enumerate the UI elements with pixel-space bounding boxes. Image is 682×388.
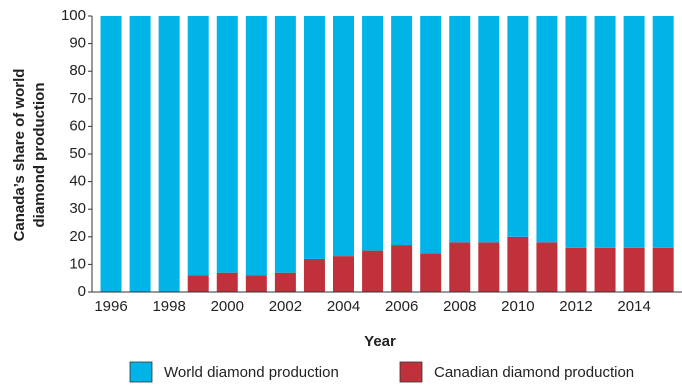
bar-segment	[536, 16, 558, 243]
x-tick-label: 2012	[559, 298, 592, 315]
bar-segment	[303, 258, 325, 292]
y-tick-label: 80	[69, 62, 86, 79]
y-tick-label: 10	[69, 255, 86, 272]
bar-segment	[478, 16, 500, 243]
y-tick-label: 60	[69, 117, 86, 134]
x-tick-label: 2000	[211, 298, 244, 315]
legend-swatch	[399, 361, 423, 383]
bar-segment	[216, 272, 238, 292]
x-tick-label: 2008	[443, 298, 476, 315]
y-tick-label: 40	[69, 173, 86, 190]
y-axis-title-line: diamond production	[31, 83, 48, 228]
x-tick-label: 2014	[617, 298, 650, 315]
y-tick-label: 100	[61, 7, 86, 24]
x-tick-label: 2010	[501, 298, 534, 315]
x-axis-title: Year	[364, 333, 396, 350]
bar-segment	[362, 250, 384, 292]
bar-segment	[507, 16, 529, 237]
x-tick-label: 2002	[269, 298, 302, 315]
bar-segment	[623, 247, 645, 292]
bar-segment	[507, 236, 529, 292]
bar-segment	[420, 253, 442, 292]
bar-segment	[333, 16, 355, 257]
bar-segment	[594, 16, 616, 248]
bar-segment	[216, 16, 238, 273]
bar-segment	[158, 16, 180, 292]
bar-segment	[594, 247, 616, 292]
legend-label: Canadian diamond production	[434, 364, 634, 381]
y-axis-title-line: Canada’s share of world	[11, 69, 28, 242]
legend-swatch	[129, 361, 153, 383]
y-tick-label: 70	[69, 90, 86, 107]
y-tick-label: 0	[78, 283, 86, 300]
bar-segment	[362, 16, 384, 251]
bar-segment	[303, 16, 325, 259]
bar-segment	[391, 16, 413, 246]
bar-segment	[449, 16, 471, 243]
bar-segment	[420, 16, 442, 254]
bar-segment	[536, 242, 558, 292]
bar-segment	[449, 242, 471, 292]
bar-segment	[652, 16, 674, 248]
bar-segment	[129, 16, 151, 292]
bar-segment	[100, 16, 122, 292]
y-axis-title: Canada’s share of world diamond producti…	[11, 69, 48, 242]
bar-segment	[652, 247, 674, 292]
bar-segment	[478, 242, 500, 292]
bar-segment	[333, 256, 355, 292]
y-tick-label: 20	[69, 228, 86, 245]
x-tick-label: 1996	[94, 298, 127, 315]
bar-segment	[274, 16, 296, 273]
bar-segment	[245, 275, 267, 292]
bar-segment	[565, 247, 587, 292]
y-tick-label: 50	[69, 145, 86, 162]
bar-segment	[187, 275, 209, 292]
x-tick-label: 2004	[327, 298, 360, 315]
bar-segment	[391, 245, 413, 292]
y-tick-label: 30	[69, 200, 86, 217]
legend-label: World diamond production	[164, 364, 339, 381]
bar-segment	[245, 16, 267, 276]
x-tick-label: 1998	[152, 298, 185, 315]
bar-segment	[565, 16, 587, 248]
x-tick-label: 2006	[385, 298, 418, 315]
bar-segment	[187, 16, 209, 276]
y-tick-label: 90	[69, 35, 86, 52]
bar-segment	[623, 16, 645, 248]
bar-segment	[274, 272, 296, 292]
